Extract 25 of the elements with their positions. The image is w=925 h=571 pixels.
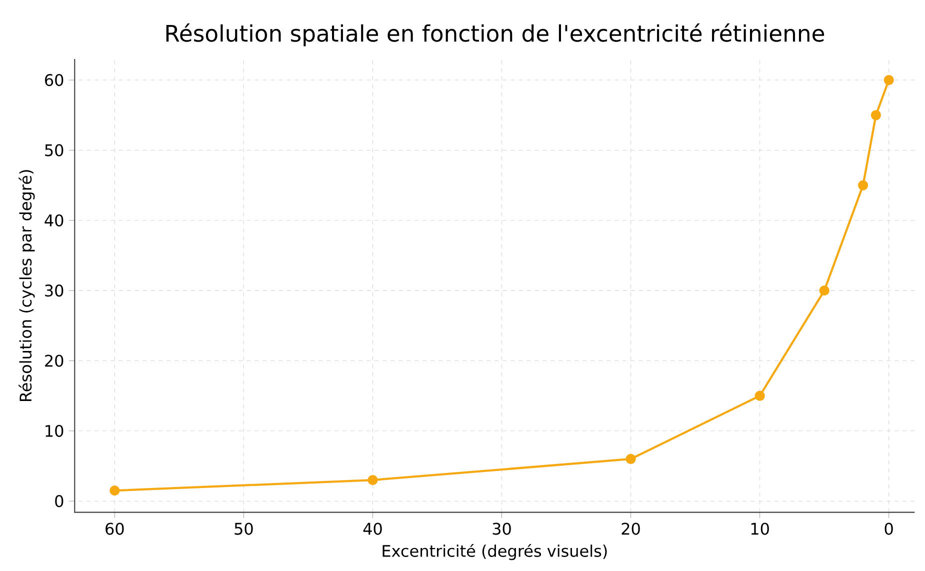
point bbox=[870, 110, 882, 120]
point bbox=[110, 485, 120, 496]
x-tick-label: 30 bbox=[492, 522, 511, 535]
x-tick-label: 60 bbox=[106, 522, 124, 535]
x-tick-label: 0 bbox=[884, 522, 893, 535]
point bbox=[368, 474, 378, 486]
y-tick-label: 60 bbox=[45, 74, 64, 86]
x-tick-label: 50 bbox=[234, 522, 253, 535]
chart-title: Résolution spatiale en fonction de l'excentricité rétinienne bbox=[166, 23, 824, 46]
x-axis-title: Excentricité (degrés visuels) bbox=[382, 544, 607, 560]
y-axis-title: Résolution (cycles par degré) bbox=[18, 170, 35, 401]
point bbox=[819, 286, 830, 296]
y-tick-label: 0 bbox=[55, 495, 64, 508]
y-tick-label: 40 bbox=[44, 214, 64, 226]
x-tick-label: 20 bbox=[622, 522, 640, 535]
point bbox=[754, 390, 765, 401]
x-tick-label: 40 bbox=[363, 522, 382, 535]
y-tick-label: 50 bbox=[45, 144, 64, 156]
point bbox=[858, 180, 868, 190]
point bbox=[626, 454, 636, 464]
y-tick-label: 20 bbox=[45, 354, 64, 367]
y-tick-label: 30 bbox=[45, 284, 64, 297]
x-tick-label: 10 bbox=[751, 522, 769, 535]
point bbox=[884, 74, 894, 86]
y-tick-label: 10 bbox=[46, 424, 64, 437]
